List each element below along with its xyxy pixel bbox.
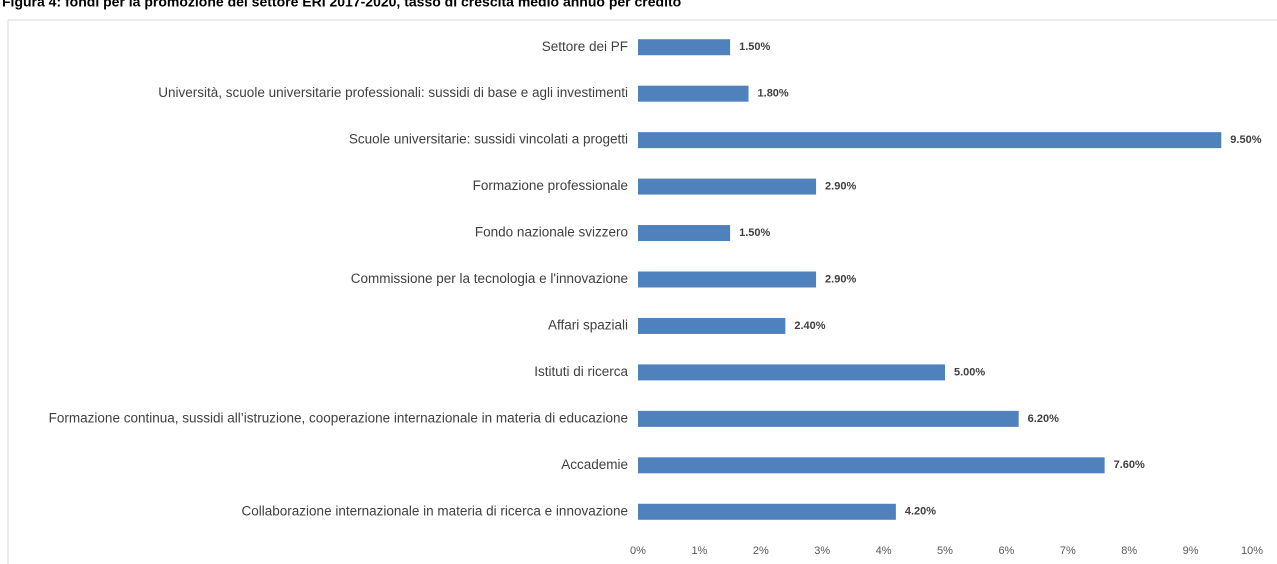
y-tick-label: Istituti di ricerca [534,364,628,379]
data-label: 1.50% [739,227,770,239]
x-tick-label: 2% [753,545,769,557]
x-tick-label: 4% [876,545,892,557]
bar [638,39,731,56]
x-tick-label: 3% [814,545,830,557]
data-label: 2.90% [825,273,856,285]
data-label: 2.90% [825,180,856,192]
y-tick-label: Accademie [561,457,628,472]
data-label: 1.80% [758,88,789,100]
data-label: 2.40% [794,320,825,332]
y-tick-label: Commissione per la tecnologia e l'innova… [351,271,628,286]
x-tick-label: 6% [998,545,1014,557]
bar [638,364,945,381]
x-tick-label: 10% [1241,545,1263,557]
y-tick-label: Formazione continua, sussidi all’istruzi… [49,410,628,425]
bar [638,132,1222,149]
bar [638,271,817,288]
bar [638,178,817,195]
bar [638,410,1019,427]
x-tick-label: 0% [630,545,646,557]
bar [638,317,786,334]
bar [638,85,749,102]
bar [638,225,731,242]
x-tick-label: 9% [1183,545,1199,557]
x-tick-label: 5% [937,545,953,557]
data-label: 9.50% [1230,134,1261,146]
y-tick-label: Formazione professionale [473,178,628,193]
data-label: 7.60% [1114,459,1145,471]
bar [638,503,896,520]
data-label: 4.20% [905,506,936,518]
y-tick-label: Fondo nazionale svizzero [475,225,628,240]
data-label: 6.20% [1028,413,1059,425]
chart-title: Figura 4: fondi per la promozione del se… [2,0,681,10]
bar [638,457,1105,474]
y-tick-label: Settore dei PF [542,39,628,54]
data-label: 5.00% [954,366,985,378]
y-tick-label: Università, scuole universitarie profess… [158,85,628,100]
x-tick-label: 8% [1121,545,1137,557]
data-label: 1.50% [739,41,770,53]
y-tick-label: Affari spaziali [548,318,628,333]
x-tick-label: 1% [691,545,707,557]
x-tick-label: 7% [1060,545,1076,557]
y-tick-label: Scuole universitarie: sussidi vincolati … [349,132,628,147]
y-tick-label: Collaborazione internazionale in materia… [242,503,628,518]
